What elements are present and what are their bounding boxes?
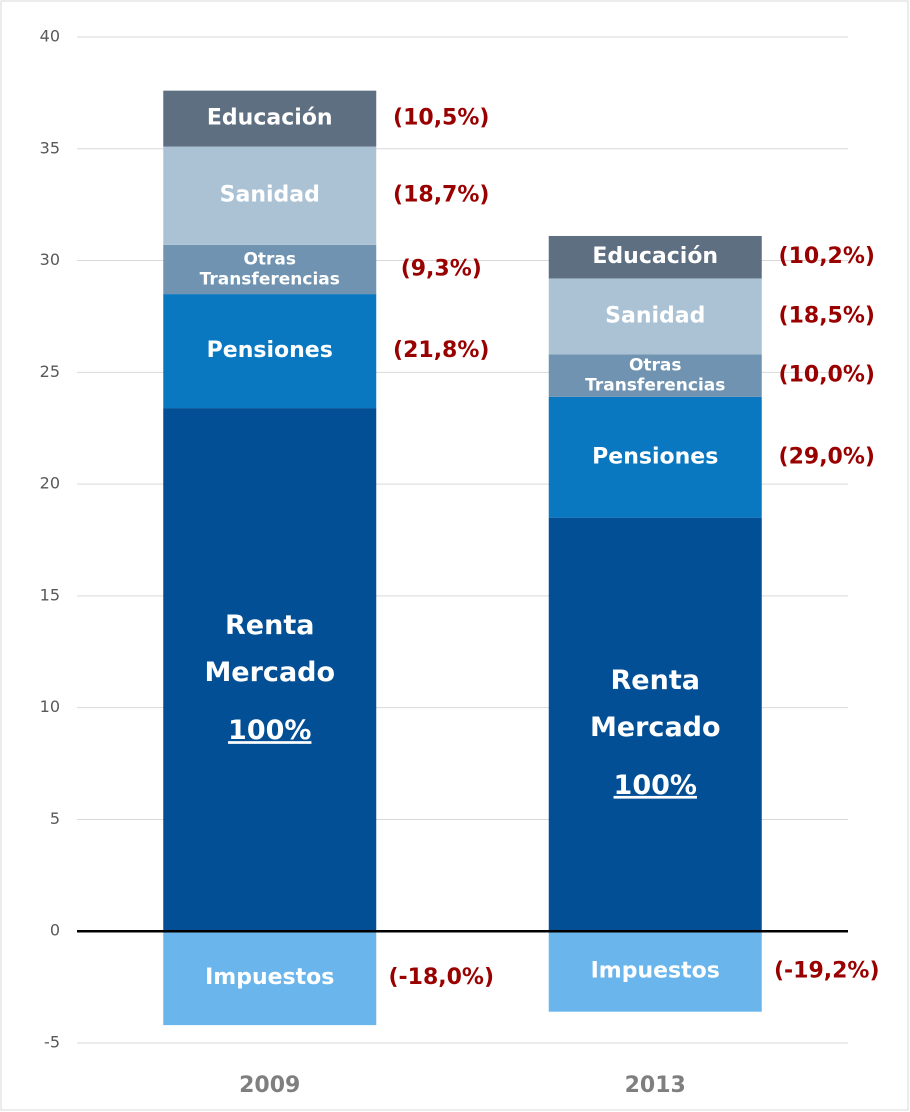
bar-segment <box>163 931 377 1026</box>
y-tick-label: -5 <box>44 1033 60 1052</box>
bar-segment <box>548 396 762 518</box>
segment-label: Renta Mercado <box>590 664 721 742</box>
bar-segment <box>163 294 377 409</box>
share-label: (29,0%) <box>779 444 875 469</box>
x-tick-label: 2013 <box>625 1073 686 1098</box>
segment-label: Impuestos <box>591 958 720 983</box>
x-tick-label: 2009 <box>239 1073 300 1098</box>
segment-label: Sanidad <box>605 303 705 328</box>
bar-segment <box>163 244 377 295</box>
y-tick-label: 35 <box>40 138 60 157</box>
share-label: (18,5%) <box>779 303 875 328</box>
segment-label: Impuestos <box>205 965 334 990</box>
share-label: (10,5%) <box>393 106 489 131</box>
segment-label: Pensiones <box>592 444 718 469</box>
share-label: (9,3%) <box>401 256 482 281</box>
segment-label: Educación <box>207 106 333 131</box>
bar-segment <box>163 146 377 245</box>
share-label: 100% <box>228 715 311 746</box>
bar-segment <box>163 90 377 147</box>
y-tick-label: 30 <box>40 250 60 269</box>
y-tick-label: 10 <box>40 697 60 716</box>
bar-segment <box>163 408 377 932</box>
segment-label: Renta Mercado <box>204 610 335 688</box>
bar-segment <box>548 278 762 355</box>
segment-label: Sanidad <box>220 183 320 208</box>
segment-label: Educación <box>592 244 718 269</box>
bar-segment <box>548 235 762 279</box>
y-tick-label: 25 <box>40 362 60 381</box>
segment-label: Pensiones <box>207 338 333 363</box>
share-label: 100% <box>614 770 697 801</box>
y-tick-label: 40 <box>40 27 60 46</box>
y-tick-label: 20 <box>40 474 60 493</box>
y-tick-label: 0 <box>50 921 60 940</box>
share-label: (21,8%) <box>393 338 489 363</box>
share-label: (18,7%) <box>393 183 489 208</box>
y-tick-label: 15 <box>40 585 60 604</box>
bar-segment <box>548 354 762 397</box>
segment-label: Otras Transferencias <box>585 356 725 396</box>
share-label: (10,0%) <box>779 363 875 388</box>
share-label: (-19,2%) <box>774 958 880 983</box>
y-tick-label: 5 <box>50 809 60 828</box>
share-label: (10,2%) <box>779 244 875 269</box>
share-label: (-18,0%) <box>388 965 494 990</box>
bar-segment <box>548 517 762 932</box>
segment-label: Otras Transferencias <box>200 249 340 289</box>
bar-segment <box>548 931 762 1012</box>
